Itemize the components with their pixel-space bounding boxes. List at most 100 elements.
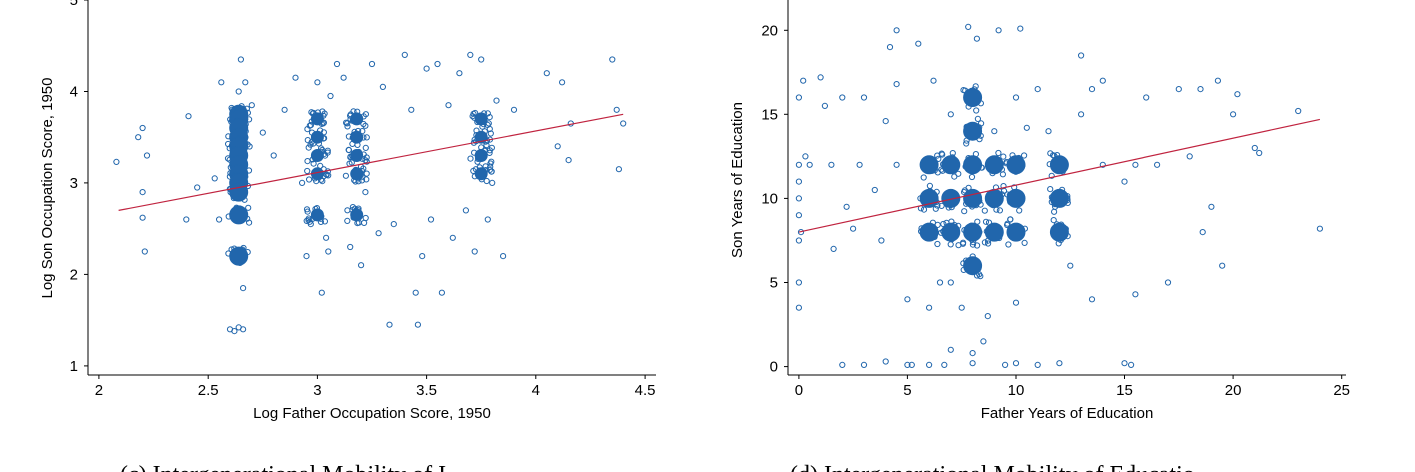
data-point-cluster [350,130,364,144]
data-point [323,234,330,241]
data-point-cluster [474,112,488,126]
data-point [969,350,976,357]
data-point [344,217,351,224]
data-point [1088,86,1096,93]
data-point [973,107,980,114]
data-point [139,189,146,196]
data-point [973,35,981,42]
data-point [185,113,192,120]
data-point [218,79,225,86]
data-point [947,241,954,248]
data-point [194,184,201,191]
data-point [345,147,352,154]
fit-line [118,113,624,211]
data-point-cluster [310,149,324,162]
data-point [1052,203,1059,210]
data-point [139,214,146,221]
data-point [860,94,868,101]
data-point [565,157,572,164]
data-point [303,253,310,260]
data-point [938,202,945,209]
data-point [183,216,190,223]
data-point [1230,111,1237,118]
y-tick-labels: 1 2 3 4 5 [70,0,88,375]
data-point [543,70,550,77]
data-point-cluster [941,222,961,242]
data-point [488,144,495,151]
data-point-cluster [963,88,983,107]
data-point-cluster [1049,222,1069,242]
data-point [344,207,351,214]
data-point [231,328,238,335]
data-point [363,170,370,177]
data-point [270,152,277,159]
data-point [143,152,151,159]
data-point [438,289,445,296]
data-point [1023,124,1030,131]
data-point-cluster [919,222,939,242]
data-point [235,88,242,95]
data-point-cluster [941,155,961,175]
x-tick-label: 4 [532,382,540,399]
data-point [485,120,492,127]
data-point [362,111,369,118]
data-point [795,195,803,202]
data-point-cluster [229,246,249,266]
data-point [958,304,965,311]
data-point [304,208,311,215]
data-point [1078,111,1085,118]
data-point [216,216,223,223]
data-point [955,170,962,177]
data-point-cluster [310,208,324,222]
data-point [1012,299,1020,306]
y-axis-label: Son Years of Education [729,102,746,258]
data-point [1017,25,1024,32]
data-point [375,230,382,237]
data-point-cluster [310,130,324,144]
data-point [340,74,347,81]
data-point [995,27,1002,34]
data-point [821,102,829,110]
x-tick-label: 25 [1333,382,1350,399]
data-point [344,120,351,127]
data-point [359,128,366,135]
data-point [510,106,518,113]
data-point [980,338,987,345]
data-point [1000,183,1007,190]
data-point [893,161,900,168]
data-point [1045,128,1052,135]
x-tick-label: 10 [1008,382,1025,399]
data-point [390,221,397,228]
data-point-cluster [350,112,364,126]
data-point [893,81,900,88]
data-point [936,279,944,286]
data-point [886,44,894,51]
data-point [1050,217,1057,224]
data-point [1316,225,1324,232]
data-point [795,94,803,101]
data-point [1099,161,1106,168]
data-point-cluster [984,188,1004,208]
x-tick-label: 3 [313,382,321,399]
data-point [449,234,456,241]
data-point [882,118,889,125]
data-point [305,144,312,151]
data-point [1034,361,1041,368]
y-tick-label: 0 [770,359,778,376]
data-point [882,358,889,365]
data-point [245,204,252,211]
data-point [856,161,863,168]
data-point [259,129,266,136]
data-point [984,313,991,320]
data-point-cluster [941,188,961,208]
data-point [248,102,255,109]
data-point [362,189,369,196]
data-point [926,304,933,311]
data-point [939,151,946,158]
data-point [968,173,976,181]
data-point [947,279,954,286]
data-point [904,296,911,303]
data-point [1099,77,1106,84]
data-point [795,237,803,244]
